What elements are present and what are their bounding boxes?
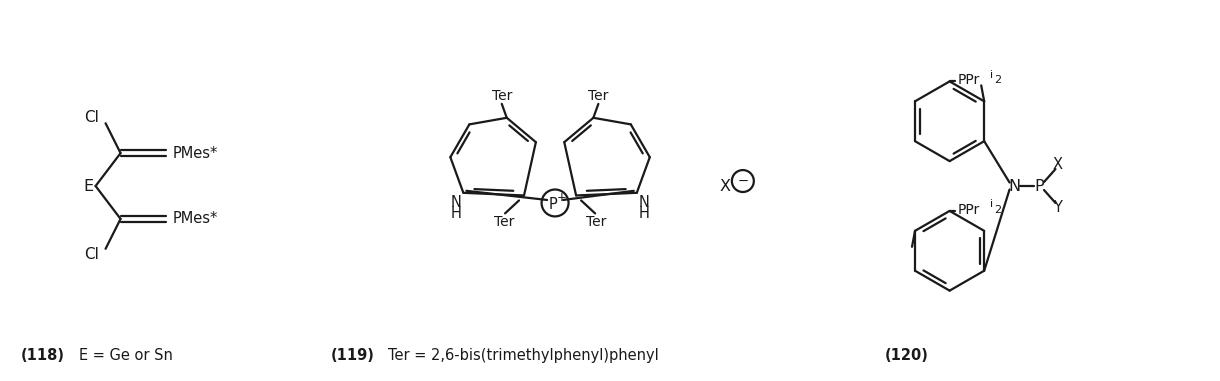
- Text: N: N: [451, 195, 462, 210]
- Text: PMes*: PMes*: [172, 146, 218, 161]
- Text: Y: Y: [1053, 200, 1061, 215]
- Text: H: H: [638, 206, 649, 221]
- Text: Ter: Ter: [492, 89, 512, 103]
- Text: E = Ge or Sn: E = Ge or Sn: [78, 348, 172, 363]
- Text: E: E: [83, 179, 94, 194]
- Text: Ter: Ter: [586, 215, 606, 229]
- Text: +: +: [556, 191, 566, 204]
- Text: PMes*: PMes*: [172, 211, 218, 226]
- Text: i: i: [991, 70, 993, 80]
- Text: X: X: [720, 179, 731, 194]
- Text: −: −: [737, 174, 748, 187]
- Text: P: P: [548, 197, 558, 212]
- Text: 2: 2: [994, 75, 1002, 85]
- Text: (119): (119): [331, 348, 375, 363]
- Text: i: i: [991, 199, 993, 210]
- Text: Ter: Ter: [494, 215, 515, 229]
- Text: (120): (120): [884, 348, 928, 363]
- Text: PPr: PPr: [958, 203, 980, 217]
- Text: Ter = 2,6-bis(trimethylphenyl)phenyl: Ter = 2,6-bis(trimethylphenyl)phenyl: [388, 348, 659, 363]
- Text: 2: 2: [994, 205, 1002, 215]
- Text: N: N: [1009, 179, 1021, 194]
- Text: (118): (118): [21, 348, 65, 363]
- Text: P: P: [1035, 179, 1044, 194]
- Text: PPr: PPr: [958, 74, 980, 87]
- Text: H: H: [451, 206, 462, 221]
- Text: X: X: [1053, 157, 1063, 171]
- Text: Ter: Ter: [588, 89, 609, 103]
- Text: Cl: Cl: [84, 247, 99, 262]
- Text: N: N: [638, 195, 649, 210]
- Text: Cl: Cl: [84, 110, 99, 125]
